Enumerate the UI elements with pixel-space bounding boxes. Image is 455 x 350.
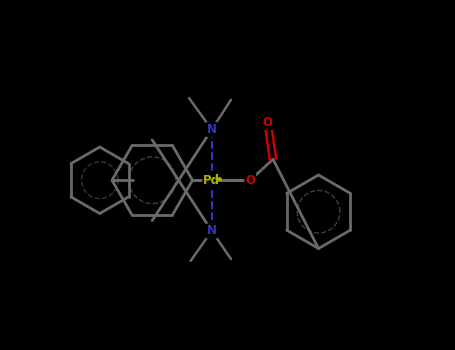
Text: N: N <box>207 123 217 136</box>
Text: O: O <box>263 116 273 129</box>
Text: N: N <box>207 224 217 238</box>
Text: Pd: Pd <box>203 174 220 187</box>
Text: ⁻: ⁻ <box>258 168 263 177</box>
Text: O: O <box>245 174 255 187</box>
